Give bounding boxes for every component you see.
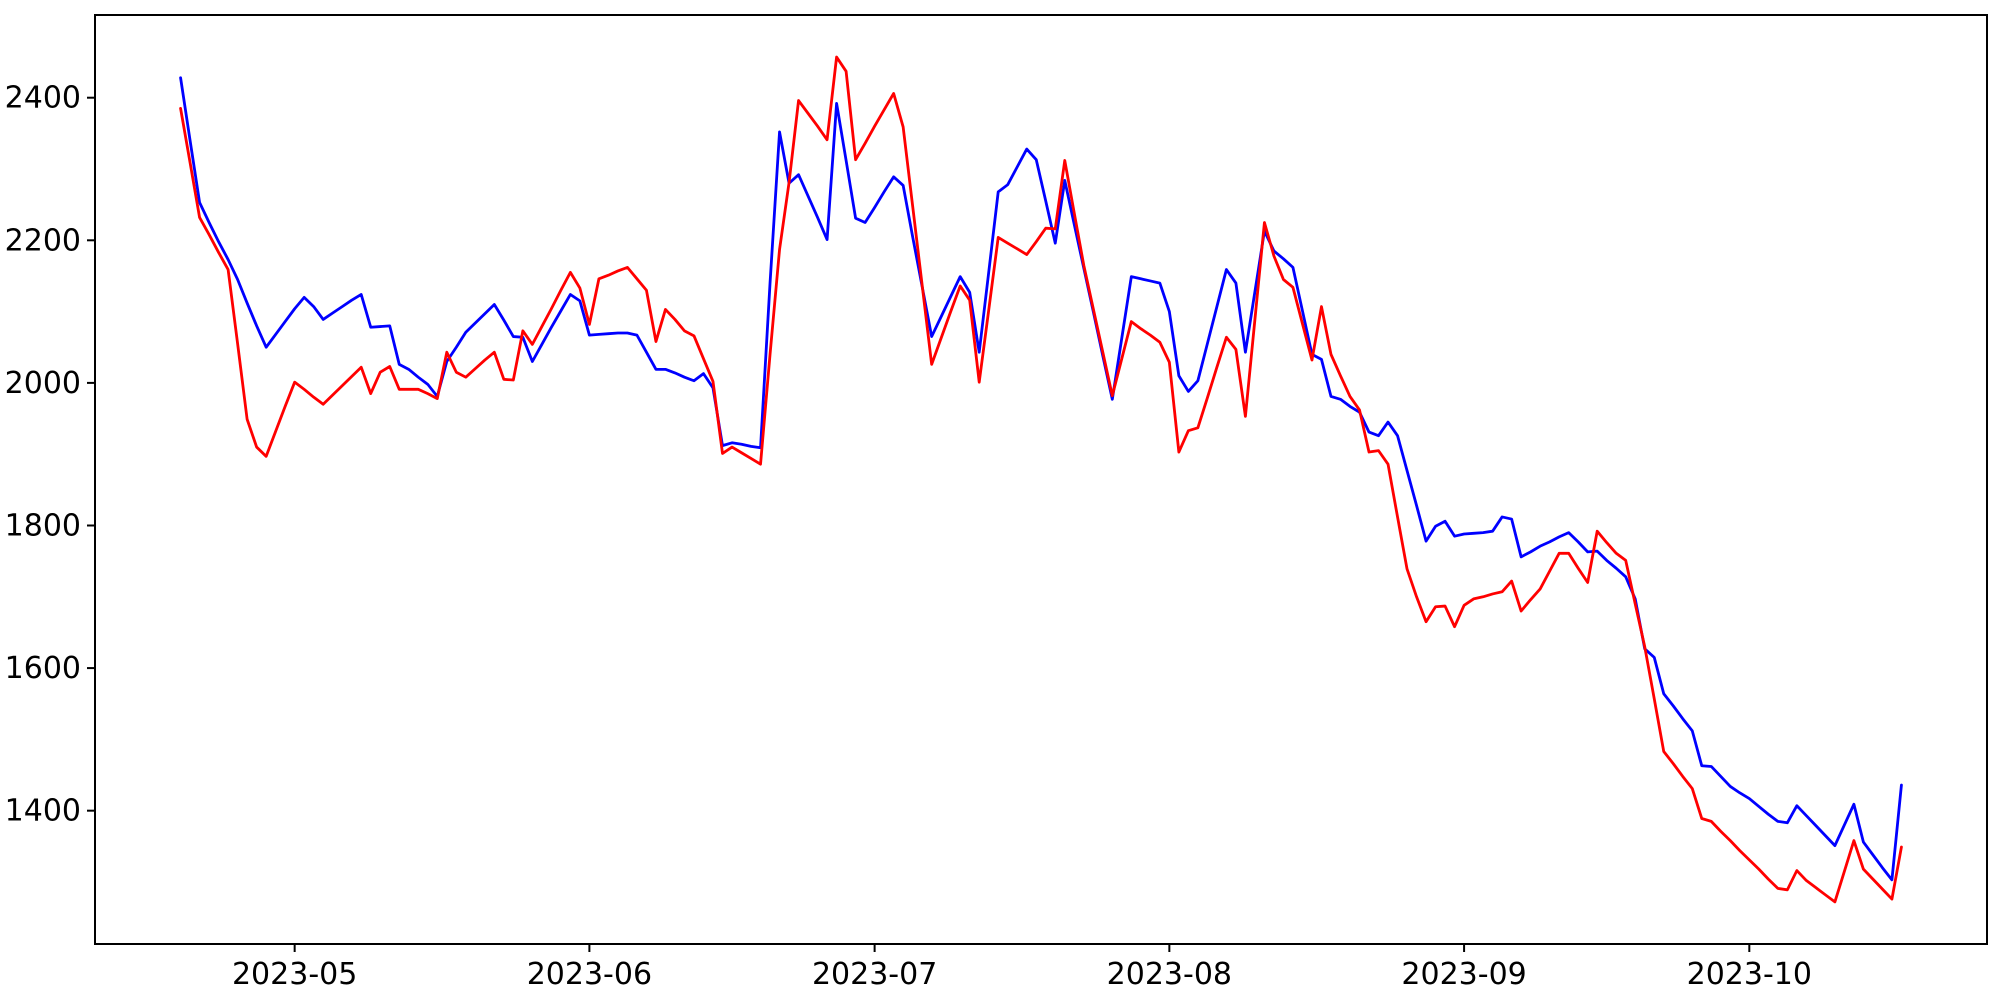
axes-border (94, 14, 1988, 945)
x-tick-label: 2023-07 (812, 957, 937, 992)
y-tick-label: 2000 (5, 366, 81, 401)
x-tick-label: 2023-08 (1107, 957, 1232, 992)
y-tick-label: 1400 (5, 794, 81, 829)
blue-line (179, 76, 1903, 882)
x-tick-label: 2023-09 (1401, 957, 1526, 992)
y-tick-label: 1600 (5, 651, 81, 686)
x-tick-label: 2023-10 (1687, 957, 1812, 992)
y-tick-label: 1800 (5, 508, 81, 543)
x-tick-label: 2023-06 (527, 957, 652, 992)
x-tick-label: 2023-05 (232, 957, 357, 992)
y-tick-label: 2200 (5, 223, 81, 258)
red-line (179, 55, 1903, 904)
y-tick-label: 2400 (5, 81, 81, 116)
